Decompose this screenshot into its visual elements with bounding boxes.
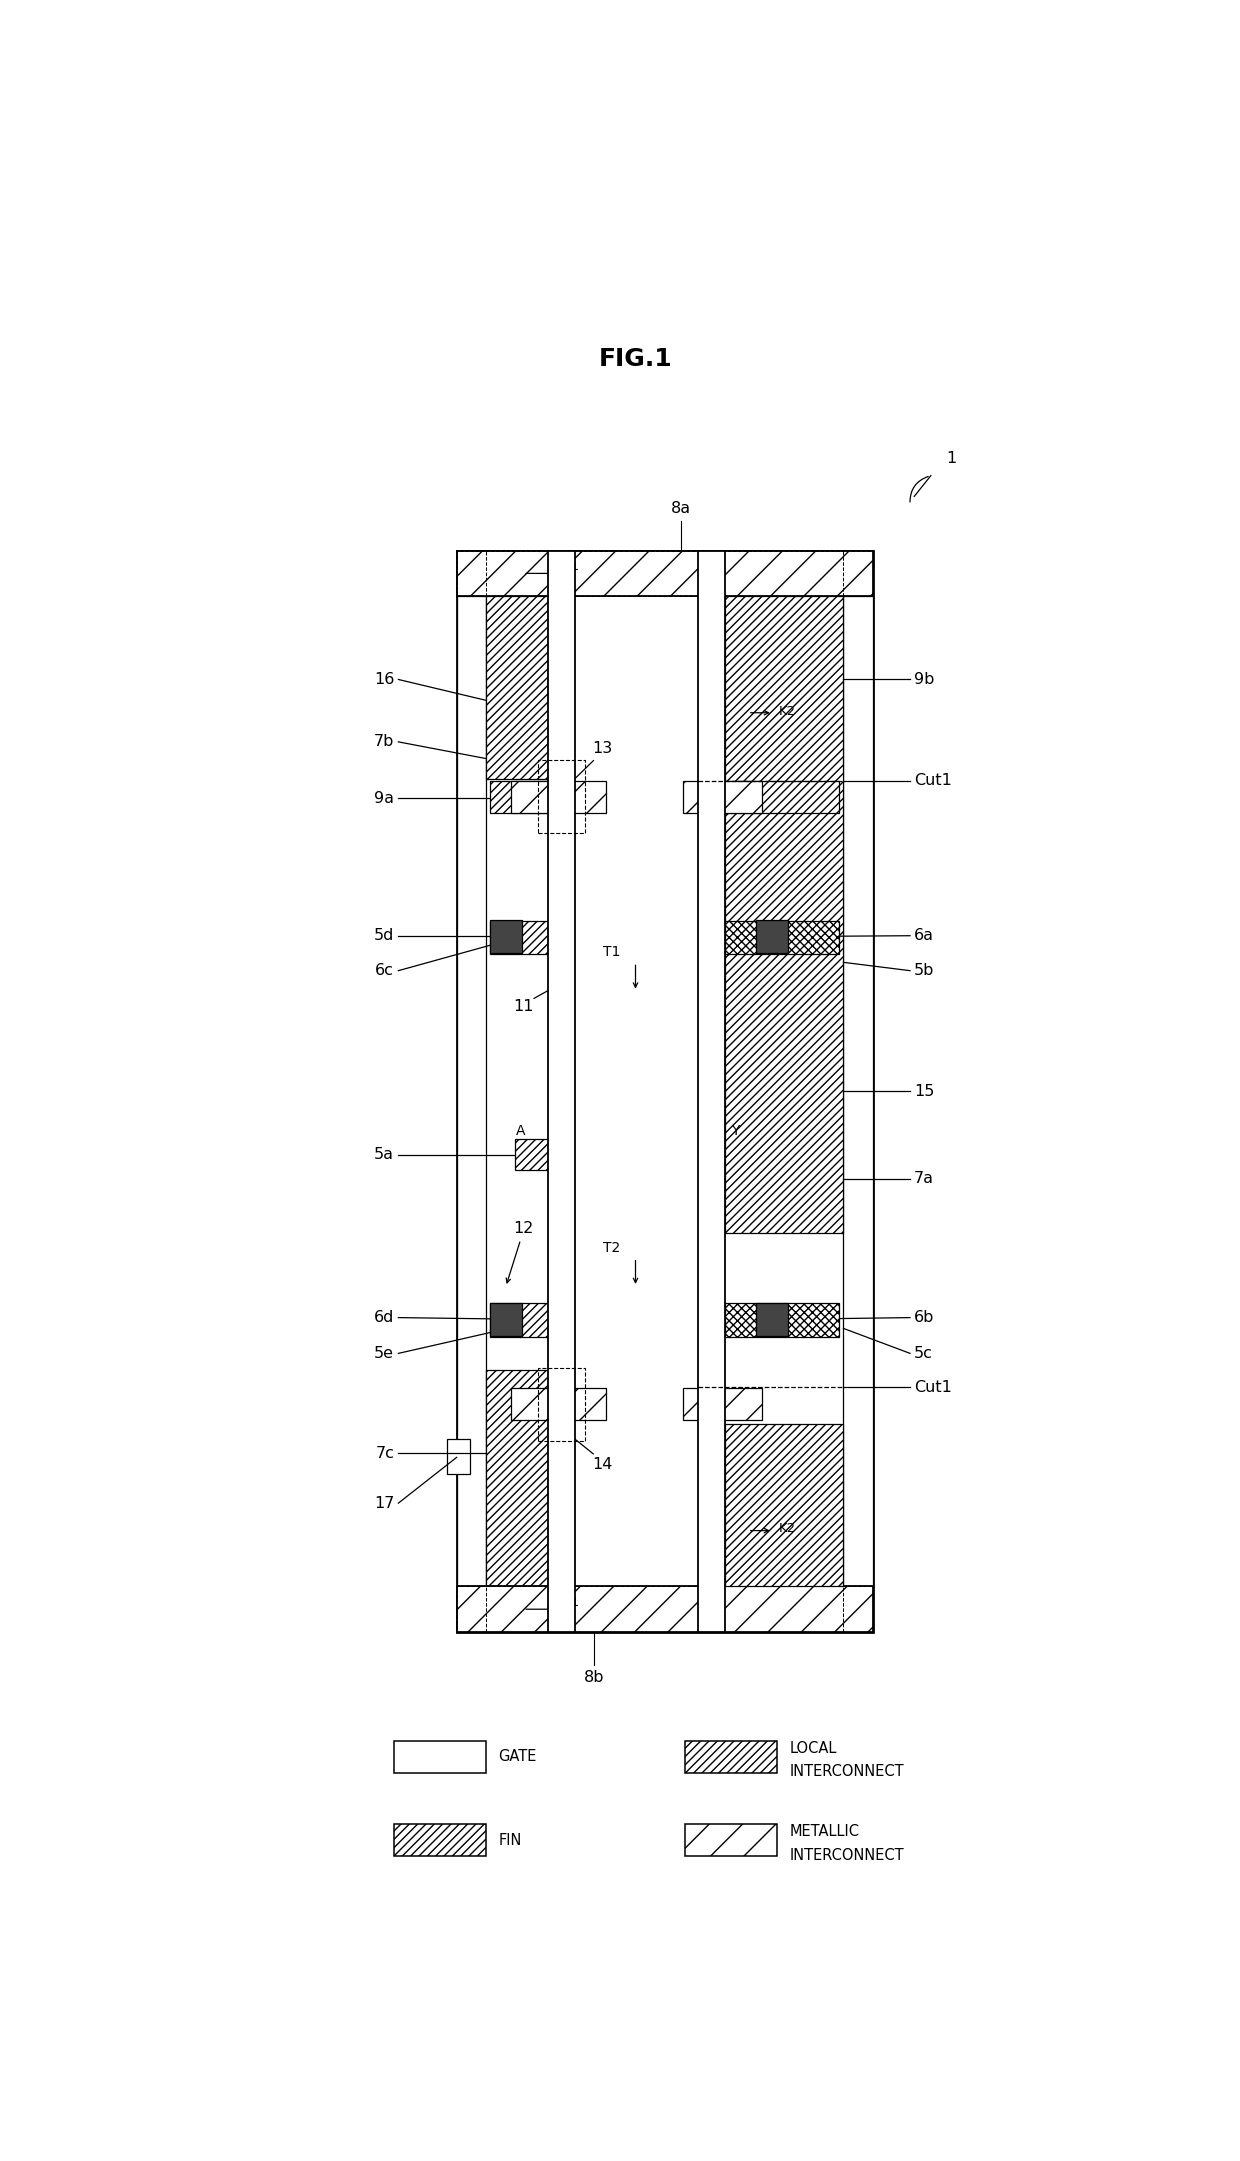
Bar [490,921,548,953]
Bar [456,551,873,596]
Text: 6a: 6a [914,929,934,942]
Text: 6c: 6c [376,964,394,979]
Text: METALLIC: METALLIC [790,1824,859,1839]
Text: T1: T1 [603,944,620,959]
Text: 8b: 8b [584,1670,604,1686]
Bar [394,1824,486,1856]
Text: 7a: 7a [914,1171,934,1186]
Text: Cut1: Cut1 [914,1381,952,1396]
Text: 14: 14 [591,1457,613,1472]
Text: T2: T2 [604,1240,620,1256]
Text: INTERCONNECT: INTERCONNECT [790,1763,904,1779]
Text: 7b: 7b [373,735,394,750]
Bar [724,1303,839,1338]
Text: 5c: 5c [914,1346,932,1361]
Text: 5a: 5a [374,1147,394,1163]
Text: K1: K1 [562,1597,579,1610]
Text: 13: 13 [591,741,613,756]
Bar [490,921,522,953]
Bar [683,1387,761,1420]
Bar [724,921,839,953]
Bar [490,1303,548,1338]
Text: 5b: 5b [914,964,935,979]
Bar [456,1586,873,1632]
Bar [724,780,839,813]
Text: FIG.1: FIG.1 [599,348,672,372]
Bar [724,1424,843,1586]
Text: Cut1: Cut1 [914,774,952,789]
Bar [511,780,606,813]
Text: 9a: 9a [374,791,394,806]
Bar [490,780,548,813]
Text: A: A [516,1124,526,1139]
Bar [394,1742,486,1772]
Text: 5d: 5d [373,929,394,942]
Bar [456,596,486,1586]
Bar [456,551,873,1632]
Text: LOCAL: LOCAL [790,1742,837,1757]
Bar [548,551,575,1632]
Text: 1: 1 [946,452,957,467]
Bar [538,761,585,834]
Bar [756,921,787,953]
Text: 17: 17 [373,1495,394,1511]
Text: 5e: 5e [374,1346,394,1361]
Text: 11: 11 [513,998,533,1014]
Bar [486,596,548,780]
Text: 12: 12 [513,1221,533,1236]
Text: GATE: GATE [498,1750,537,1763]
Bar [456,1586,873,1632]
Text: K2: K2 [779,1524,796,1536]
Bar [486,1370,548,1586]
Bar [756,1303,787,1335]
Text: K2: K2 [779,704,796,717]
Bar [686,1824,777,1856]
Text: K1: K1 [562,560,579,573]
Bar [515,1139,548,1171]
Text: 7c: 7c [376,1446,394,1461]
Bar [490,1303,522,1335]
Text: INTERCONNECT: INTERCONNECT [790,1848,904,1863]
Bar [456,551,873,596]
Text: FIN: FIN [498,1833,522,1848]
Text: 6d: 6d [373,1310,394,1325]
Text: 8a: 8a [671,501,692,516]
Bar [511,1387,606,1420]
Bar [698,551,724,1632]
Bar [724,596,843,1232]
Text: 15: 15 [914,1085,935,1098]
Bar [843,596,873,1586]
Bar [686,1742,777,1772]
Text: 9b: 9b [914,672,935,687]
Text: 16: 16 [373,672,394,687]
Text: 6b: 6b [914,1310,935,1325]
Bar [446,1439,470,1474]
Bar [683,780,761,813]
Bar [538,1368,585,1441]
Text: Y: Y [732,1124,739,1139]
